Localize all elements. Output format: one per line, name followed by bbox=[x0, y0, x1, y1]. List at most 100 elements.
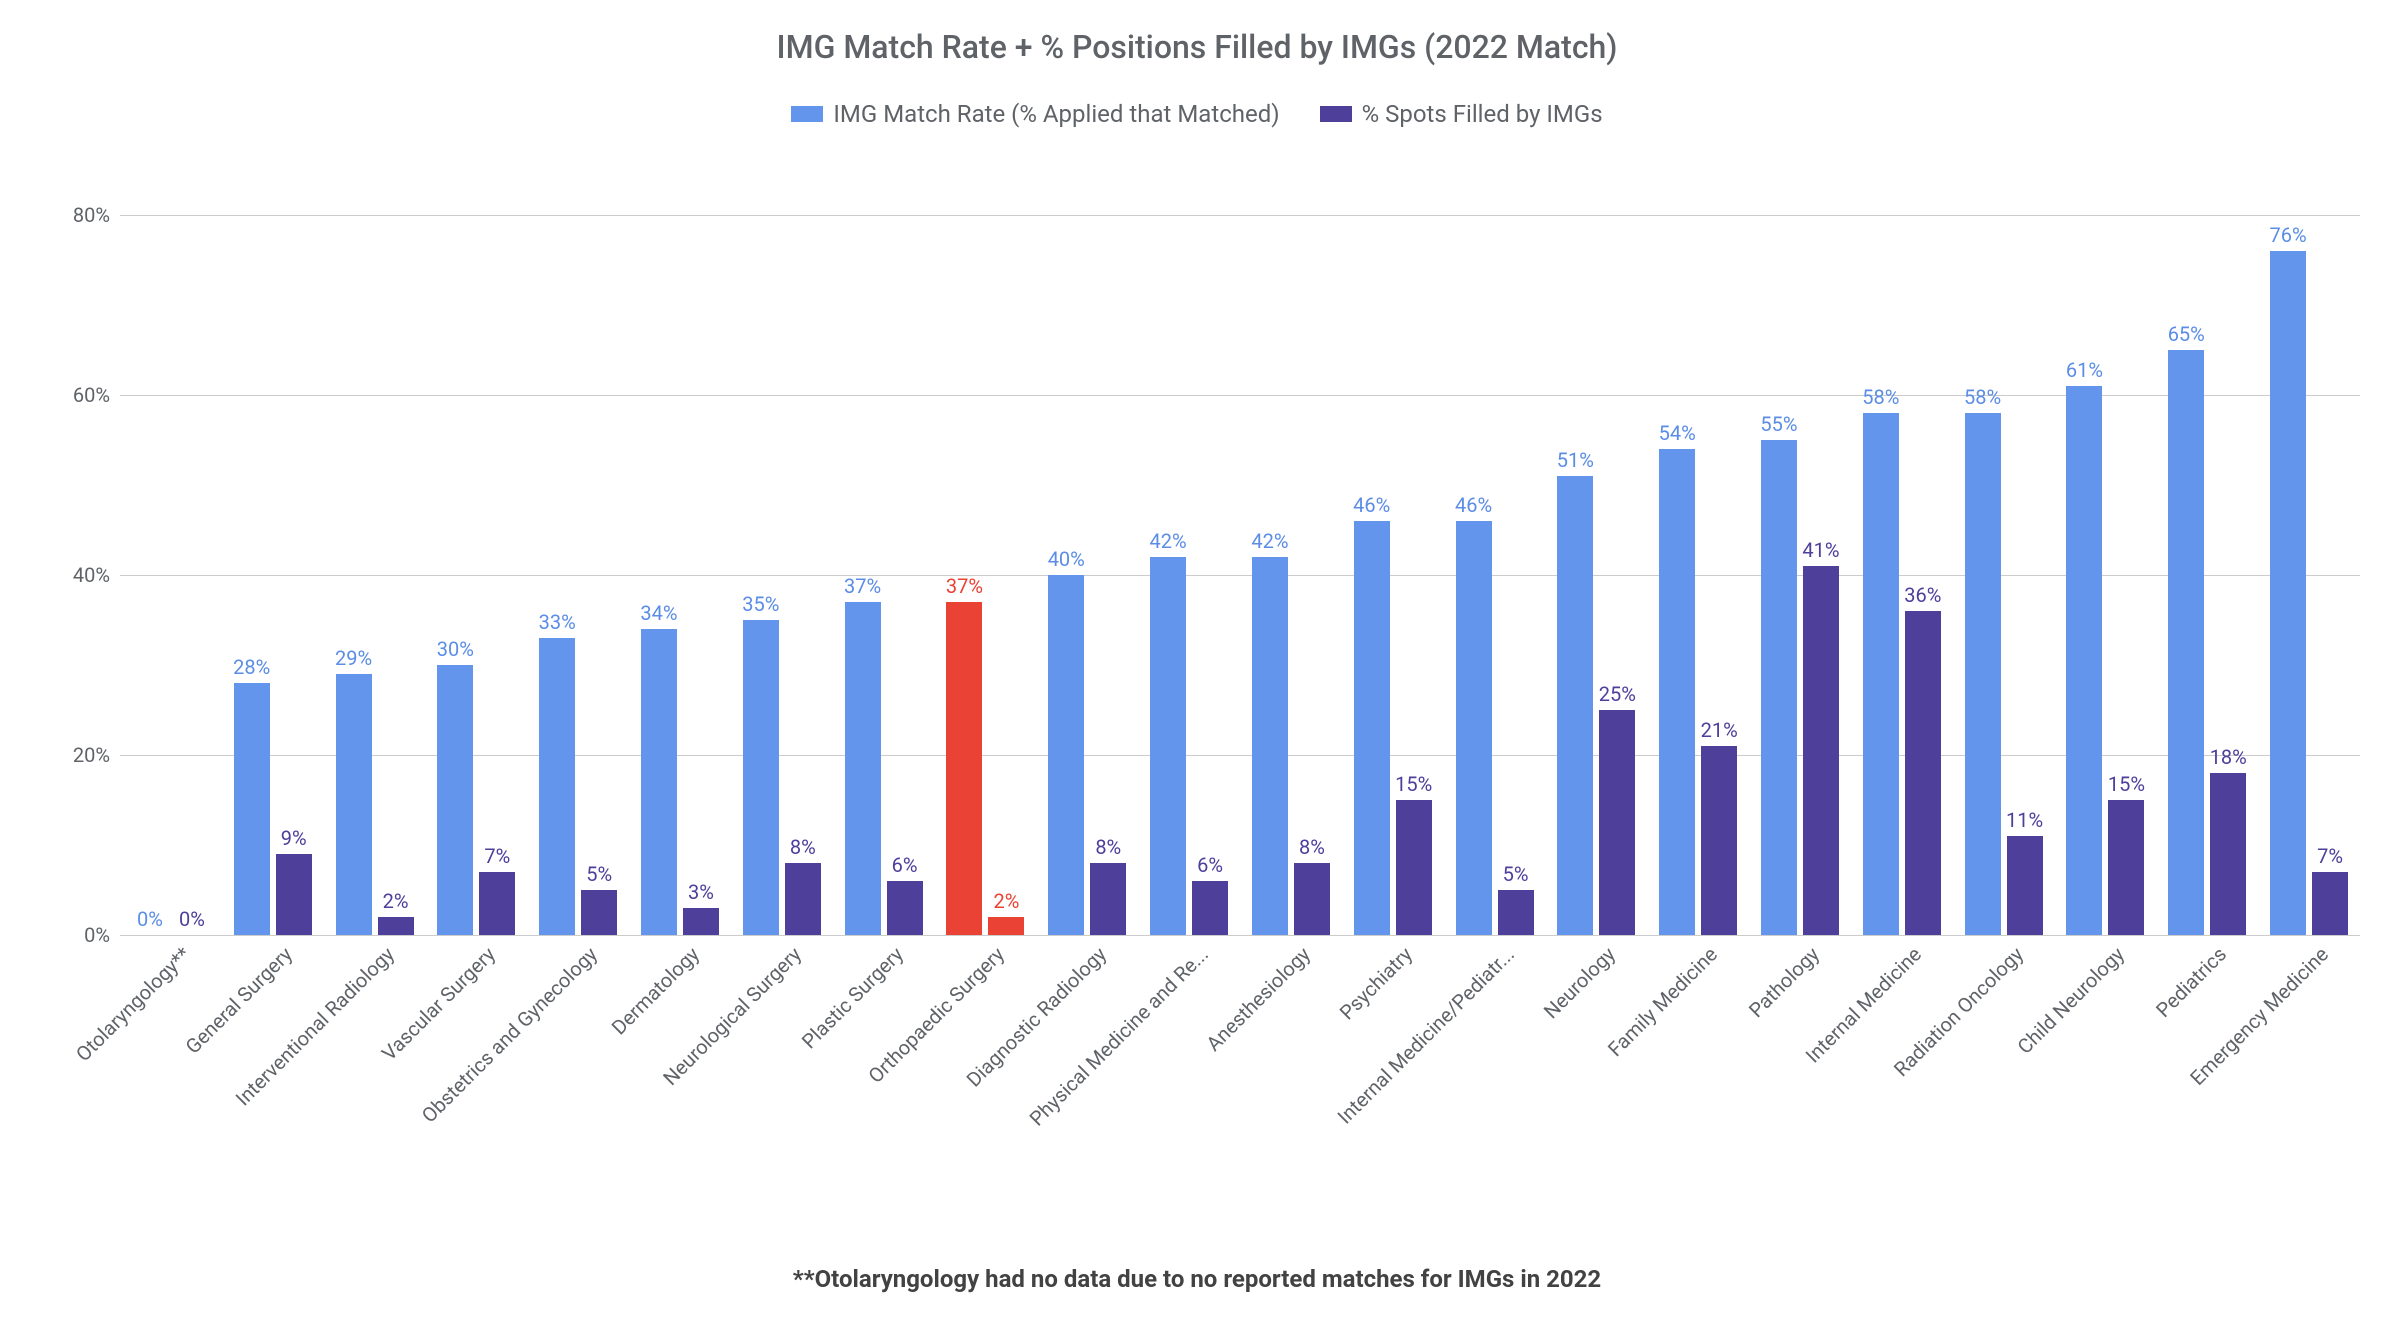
chart-legend: IMG Match Rate (% Applied that Matched) … bbox=[0, 100, 2394, 128]
bar-value-label: 0% bbox=[179, 907, 205, 931]
bar-group: 58%36%Internal Medicine bbox=[1851, 413, 1953, 935]
bar-series-a: 35% bbox=[743, 620, 779, 935]
bar-value-label: 0% bbox=[137, 907, 163, 931]
bar-series-b: 8% bbox=[785, 863, 821, 935]
bar-series-b: 8% bbox=[1090, 863, 1126, 935]
y-axis-label: 20% bbox=[50, 743, 110, 767]
y-axis-label: 0% bbox=[50, 923, 110, 947]
bar-group: 40%8%Diagnostic Radiology bbox=[1036, 575, 1138, 935]
x-axis-label: Physical Medicine and Re... bbox=[1025, 942, 1213, 1130]
x-axis-label: Neurology bbox=[1539, 942, 1620, 1023]
bar-value-label: 42% bbox=[1150, 529, 1187, 553]
legend-item-series-a: IMG Match Rate (% Applied that Matched) bbox=[791, 100, 1279, 128]
chart-footnote: **Otolaryngology had no data due to no r… bbox=[0, 1265, 2394, 1293]
bar-series-a: 58% bbox=[1863, 413, 1899, 935]
bar-series-b: 9% bbox=[276, 854, 312, 935]
bar-series-b: 11% bbox=[2007, 836, 2043, 935]
bar-group: 42%8%Anesthesiology bbox=[1240, 557, 1342, 935]
bar-value-label: 41% bbox=[1802, 538, 1839, 562]
legend-swatch-b bbox=[1320, 106, 1352, 122]
bar-series-a: 58% bbox=[1965, 413, 2001, 935]
bar-series-a: 40% bbox=[1048, 575, 1084, 935]
grid-line bbox=[120, 215, 2360, 216]
bar-value-label: 21% bbox=[1701, 718, 1738, 742]
legend-label-a: IMG Match Rate (% Applied that Matched) bbox=[833, 100, 1279, 128]
bar-value-label: 18% bbox=[2210, 745, 2247, 769]
bar-value-label: 58% bbox=[1862, 385, 1899, 409]
bar-series-a: 33% bbox=[539, 638, 575, 935]
bar-series-b: 21% bbox=[1701, 746, 1737, 935]
bar-value-label: 40% bbox=[1048, 547, 1085, 571]
x-axis-label: Anesthesiology bbox=[1201, 942, 1315, 1056]
bar-series-a: 37% bbox=[845, 602, 881, 935]
bar-value-label: 15% bbox=[2108, 772, 2145, 796]
bar-value-label: 35% bbox=[742, 592, 779, 616]
bar-series-b: 15% bbox=[1396, 800, 1432, 935]
bar-series-b: 6% bbox=[1192, 881, 1228, 935]
legend-label-b: % Spots Filled by IMGs bbox=[1362, 100, 1603, 128]
y-axis-label: 80% bbox=[50, 203, 110, 227]
x-axis-label: Psychiatry bbox=[1334, 942, 1416, 1024]
bar-value-label: 29% bbox=[335, 646, 372, 670]
bar-group: 46%15%Psychiatry bbox=[1342, 521, 1444, 935]
bar-value-label: 6% bbox=[1197, 853, 1223, 877]
bar-series-b: 15% bbox=[2108, 800, 2144, 935]
bar-value-label: 46% bbox=[1455, 493, 1492, 517]
bar-value-label: 55% bbox=[1760, 412, 1797, 436]
bar-group: 76%7%Emergency Medicine bbox=[2258, 251, 2360, 935]
bar-series-a: 42% bbox=[1252, 557, 1288, 935]
bar-series-a: 37% bbox=[946, 602, 982, 935]
bar-series-b: 5% bbox=[581, 890, 617, 935]
legend-item-series-b: % Spots Filled by IMGs bbox=[1320, 100, 1603, 128]
bar-value-label: 33% bbox=[539, 610, 576, 634]
bar-group: 42%6%Physical Medicine and Re... bbox=[1138, 557, 1240, 935]
bar-series-b: 5% bbox=[1498, 890, 1534, 935]
bar-series-a: 55% bbox=[1761, 440, 1797, 935]
bar-group: 46%5%Internal Medicine/Pediatr... bbox=[1444, 521, 1546, 935]
bar-series-b: 7% bbox=[2312, 872, 2348, 935]
bar-series-b: 2% bbox=[378, 917, 414, 935]
bar-value-label: 46% bbox=[1353, 493, 1390, 517]
bar-group: 29%2%Interventional Radiology bbox=[324, 674, 426, 935]
bar-series-a: 51% bbox=[1557, 476, 1593, 935]
bar-group: 54%21%Family Medicine bbox=[1647, 449, 1749, 935]
bar-series-b: 18% bbox=[2210, 773, 2246, 935]
bar-value-label: 37% bbox=[844, 574, 881, 598]
y-axis-label: 40% bbox=[50, 563, 110, 587]
bar-value-label: 61% bbox=[2066, 358, 2103, 382]
bar-group: 28%9%General Surgery bbox=[222, 683, 324, 935]
bar-value-label: 76% bbox=[2270, 223, 2307, 247]
bar-value-label: 36% bbox=[1904, 583, 1941, 607]
x-axis-label: Plastic Surgery bbox=[796, 942, 907, 1053]
bar-series-a: 34% bbox=[641, 629, 677, 935]
bar-value-label: 28% bbox=[233, 655, 270, 679]
bar-series-a: 54% bbox=[1659, 449, 1695, 935]
x-axis-label: Family Medicine bbox=[1603, 942, 1722, 1061]
chart-container: IMG Match Rate + % Positions Filled by I… bbox=[0, 0, 2394, 1344]
bar-group: 65%18%Pediatrics bbox=[2156, 350, 2258, 935]
x-axis-label: General Surgery bbox=[180, 942, 296, 1058]
bar-value-label: 7% bbox=[2317, 844, 2343, 868]
bar-group: 30%7%Vascular Surgery bbox=[425, 665, 527, 935]
bar-value-label: 9% bbox=[281, 826, 307, 850]
bar-series-b: 2% bbox=[988, 917, 1024, 935]
bar-series-b: 36% bbox=[1905, 611, 1941, 935]
grid-line bbox=[120, 395, 2360, 396]
y-axis-label: 60% bbox=[50, 383, 110, 407]
bar-series-a: 65% bbox=[2168, 350, 2204, 935]
bar-value-label: 34% bbox=[640, 601, 677, 625]
bar-series-b: 25% bbox=[1599, 710, 1635, 935]
bar-value-label: 6% bbox=[892, 853, 918, 877]
x-axis-label: Otolaryngology** bbox=[71, 942, 195, 1066]
bar-value-label: 3% bbox=[688, 880, 714, 904]
bar-value-label: 42% bbox=[1251, 529, 1288, 553]
bar-value-label: 58% bbox=[1964, 385, 2001, 409]
x-axis-label: Dermatology bbox=[607, 942, 704, 1039]
bar-group: 37%2%Orthopaedic Surgery bbox=[935, 602, 1037, 935]
bar-group: 35%8%Neurological Surgery bbox=[731, 620, 833, 935]
bar-series-a: 29% bbox=[336, 674, 372, 935]
bar-group: 51%25%Neurology bbox=[1545, 476, 1647, 935]
bar-group: 55%41%Pathology bbox=[1749, 440, 1851, 935]
bar-value-label: 37% bbox=[946, 574, 983, 598]
bar-series-a: 46% bbox=[1354, 521, 1390, 935]
